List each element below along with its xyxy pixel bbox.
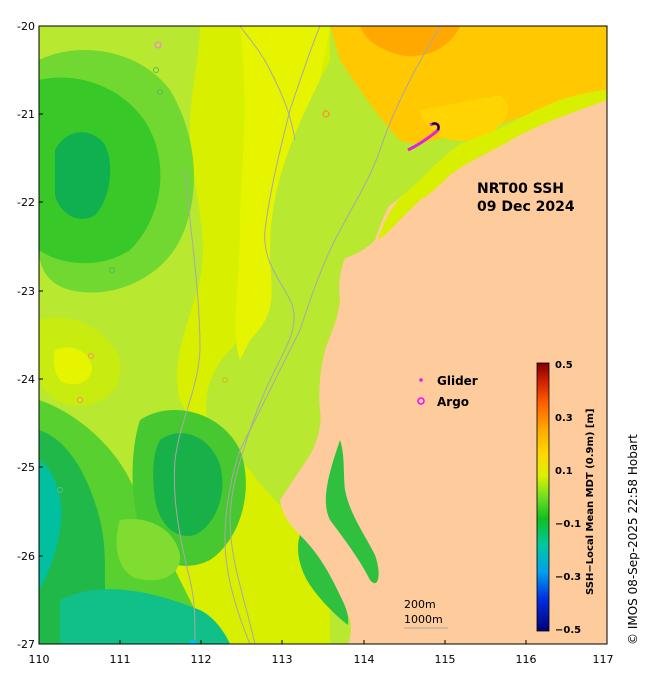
blob-yellow-west-core bbox=[53, 347, 92, 385]
argo-float bbox=[157, 89, 163, 95]
lat-tick-label: -21 bbox=[17, 108, 35, 121]
colorbar-tick: 0.3 bbox=[555, 413, 573, 424]
lon-tick-label: 114 bbox=[354, 653, 375, 666]
lat-tick-label: -25 bbox=[17, 461, 35, 474]
eddy-west-core bbox=[55, 132, 111, 219]
contour-shelf bbox=[239, 26, 296, 141]
lon-tick-label: 115 bbox=[435, 653, 456, 666]
colorbar-tick: 0.1 bbox=[555, 466, 573, 477]
colorbar: 0.5 0.3 0.1 −0.1 −0.3 −0.5 SSH−Local Mea… bbox=[536, 360, 596, 636]
contour-label-1000m: 1000m bbox=[404, 613, 443, 626]
lat-tick-label: -23 bbox=[17, 285, 35, 298]
glider-track-recent bbox=[431, 122, 440, 131]
map-date: 09 Dec 2024 bbox=[477, 199, 575, 215]
contour-west bbox=[173, 169, 201, 644]
ssh-field bbox=[39, 26, 607, 644]
legend: Glider Argo bbox=[417, 374, 478, 409]
argo-float bbox=[77, 397, 83, 403]
lat-tick-label: -26 bbox=[17, 550, 35, 563]
colorbar-tick: −0.3 bbox=[555, 572, 581, 583]
glider-legend-marker bbox=[419, 378, 423, 382]
field-orange bbox=[330, 26, 607, 144]
argo-float bbox=[153, 67, 159, 73]
lon-tick-label: 112 bbox=[191, 653, 212, 666]
lat-tick-label: -22 bbox=[17, 196, 35, 209]
argo-float bbox=[322, 110, 330, 118]
field-orange-lobe bbox=[420, 95, 509, 141]
contour-legend: 200m 1000m bbox=[404, 598, 448, 629]
argo-float bbox=[57, 487, 63, 493]
lat-tick-label: -24 bbox=[17, 373, 35, 386]
blob-green-light bbox=[116, 519, 181, 581]
contour-1000m bbox=[229, 26, 321, 644]
copyright-text: © IMOS 08-Sep-2025 22:58 Hobart bbox=[626, 434, 640, 645]
argo-float bbox=[109, 267, 115, 273]
colorbar-tick: 0.5 bbox=[555, 360, 573, 371]
lat-tick-label: -27 bbox=[17, 638, 35, 651]
colorbar-tick: −0.1 bbox=[555, 519, 581, 530]
lon-tick-label: 111 bbox=[110, 653, 131, 666]
shark-bay-green bbox=[325, 440, 379, 584]
lat-tick-label: -20 bbox=[17, 20, 35, 33]
peron-peninsula bbox=[298, 535, 349, 625]
lon-tick-label: 117 bbox=[593, 653, 614, 666]
colorbar-title: SSH−Local Mean MDT (0.9m) [m] bbox=[585, 409, 596, 595]
argo-float bbox=[88, 353, 94, 359]
lon-axis: 110 111 112 113 114 115 116 117 bbox=[29, 640, 614, 666]
colorbar-gradient bbox=[536, 362, 550, 632]
contour-label-200m: 200m bbox=[404, 598, 436, 611]
argo-float bbox=[222, 377, 228, 383]
plot-frame bbox=[38, 25, 608, 645]
argo-legend-marker bbox=[417, 397, 425, 405]
contour-200m bbox=[224, 26, 441, 644]
field-sw-teal bbox=[39, 460, 62, 590]
lon-tick-label: 113 bbox=[272, 653, 293, 666]
argo-float bbox=[188, 639, 198, 644]
land-wa bbox=[280, 90, 607, 644]
field-s-teal bbox=[60, 589, 230, 644]
legend-glider-label: Glider bbox=[437, 374, 478, 388]
field-orange-core bbox=[360, 26, 460, 57]
lat-axis: -20 -21 -22 -23 -24 -25 -26 -27 bbox=[17, 20, 43, 651]
field-yellow-core bbox=[235, 26, 330, 360]
colorbar-tick: −0.5 bbox=[555, 625, 581, 636]
legend-argo-label: Argo bbox=[437, 395, 469, 409]
coastal-strip-ne bbox=[378, 90, 607, 240]
map-title: NRT00 SSH bbox=[477, 181, 564, 197]
lon-tick-label: 110 bbox=[29, 653, 50, 666]
eddy-south-core bbox=[153, 433, 223, 536]
lon-tick-label: 116 bbox=[516, 653, 537, 666]
argo-float bbox=[154, 41, 162, 49]
